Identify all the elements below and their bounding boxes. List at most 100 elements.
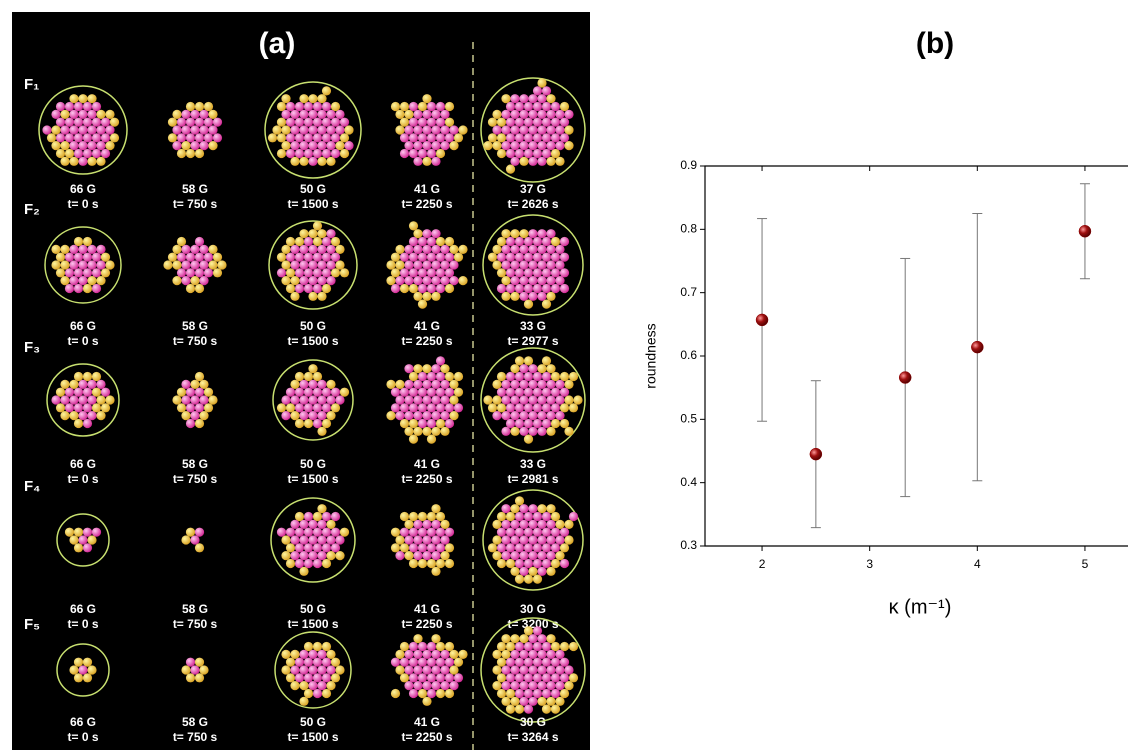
- particle: [510, 411, 520, 421]
- edge-particle: [69, 535, 79, 545]
- particle: [408, 133, 419, 143]
- edge-particle: [109, 117, 120, 127]
- particle: [440, 125, 450, 135]
- edge-particle: [294, 511, 305, 522]
- particle: [505, 657, 516, 667]
- particle: [203, 133, 214, 143]
- particle: [408, 657, 419, 667]
- particle: [69, 395, 79, 405]
- edge-particle: [185, 148, 196, 159]
- time-label: t= 2250 s: [401, 472, 452, 486]
- edge-particle: [167, 133, 178, 143]
- particle: [290, 260, 300, 270]
- particle: [435, 133, 446, 143]
- time-label: t= 0 s: [67, 197, 98, 211]
- particle: [321, 101, 332, 112]
- edge-particle: [444, 558, 455, 569]
- particle: [519, 426, 529, 436]
- particle: [510, 649, 520, 659]
- edge-particle: [546, 291, 556, 301]
- particle: [546, 395, 556, 405]
- particle: [537, 519, 547, 529]
- edge-particle: [335, 109, 345, 119]
- particle: [181, 109, 191, 119]
- point: [898, 371, 912, 384]
- edge-particle: [453, 387, 464, 397]
- edge-particle: [564, 379, 574, 389]
- particle: [555, 411, 565, 421]
- particle: [408, 543, 419, 553]
- edge-particle: [199, 379, 209, 389]
- edge-particle: [330, 527, 341, 537]
- particle: [514, 283, 525, 294]
- edge-particle: [105, 109, 115, 119]
- particle: [181, 244, 191, 254]
- particle: [422, 649, 432, 659]
- particle: [505, 148, 516, 159]
- edge-particle: [537, 696, 547, 706]
- edge-particle: [281, 244, 291, 254]
- edge-particle: [546, 426, 556, 436]
- point: [971, 340, 984, 354]
- edge-particle: [312, 371, 323, 382]
- particle: [294, 101, 305, 112]
- edge-particle: [299, 696, 309, 706]
- edge-particle: [194, 657, 205, 667]
- edge-particle: [272, 125, 282, 135]
- edge-particle: [100, 403, 111, 413]
- field-label: 50 G: [300, 715, 326, 729]
- particle: [523, 252, 534, 262]
- edge-particle: [453, 657, 464, 667]
- row-label: F₄: [24, 478, 40, 495]
- particle: [523, 268, 534, 278]
- time-label: t= 1500 s: [287, 197, 338, 211]
- edge-particle: [408, 511, 419, 522]
- particle: [532, 543, 543, 553]
- particle: [523, 511, 534, 522]
- particle: [176, 268, 187, 278]
- particle: [404, 665, 414, 675]
- particle: [326, 395, 336, 405]
- particle: [413, 535, 423, 545]
- particle: [440, 379, 450, 389]
- particle: [440, 141, 450, 151]
- particle: [303, 101, 314, 112]
- particle: [546, 244, 556, 254]
- particle: [408, 673, 419, 683]
- particle: [435, 371, 446, 382]
- particle: [510, 94, 520, 104]
- edge-particle: [285, 657, 296, 667]
- particle: [546, 109, 556, 119]
- edge-particle: [449, 276, 459, 286]
- edge-particle: [550, 688, 561, 699]
- particle: [550, 252, 561, 262]
- cluster: [270, 497, 356, 583]
- particle: [541, 268, 552, 278]
- point: [755, 313, 769, 327]
- field-label: 66 G: [70, 715, 96, 729]
- particle: [408, 148, 419, 159]
- particle: [87, 141, 97, 151]
- particle: [408, 252, 419, 262]
- edge-particle: [426, 434, 437, 444]
- particle: [55, 133, 66, 143]
- edge-particle: [492, 411, 502, 421]
- edge-particle: [523, 299, 534, 309]
- edge-particle: [431, 156, 441, 166]
- particle: [294, 283, 305, 294]
- particle: [435, 252, 446, 262]
- particle: [519, 535, 529, 545]
- particle: [303, 511, 314, 522]
- particle: [299, 535, 309, 545]
- particle: [532, 387, 543, 397]
- particle: [532, 133, 543, 143]
- edge-particle: [55, 268, 66, 278]
- particle: [299, 244, 309, 254]
- particle: [523, 673, 534, 683]
- particle: [303, 148, 314, 159]
- edge-particle: [422, 229, 432, 239]
- edge-particle: [172, 276, 182, 286]
- edge-particle: [514, 356, 525, 366]
- particle: [444, 527, 455, 537]
- edge-particle: [435, 356, 446, 366]
